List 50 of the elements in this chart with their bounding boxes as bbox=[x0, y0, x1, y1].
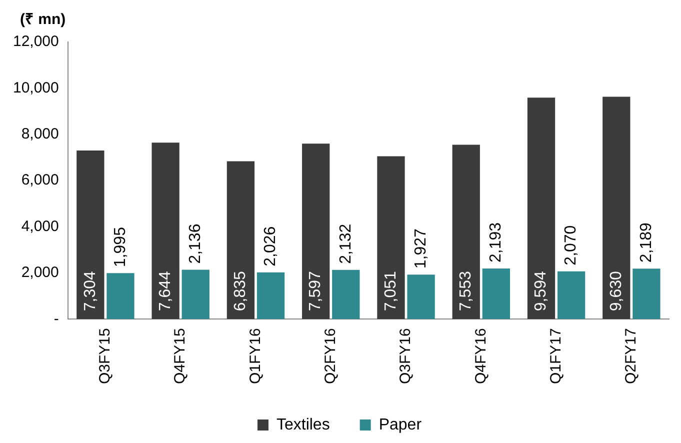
bar bbox=[256, 272, 285, 320]
data-label: 2,026 bbox=[262, 226, 280, 266]
y-tick-label: 12,000 bbox=[12, 33, 59, 50]
y-tick-label: 6,000 bbox=[21, 172, 59, 189]
data-label: 7,553 bbox=[458, 271, 475, 312]
data-label: 2,136 bbox=[187, 224, 204, 264]
x-tick-label: Q2FY17 bbox=[622, 328, 640, 384]
legend-label: Paper bbox=[378, 416, 422, 434]
bar bbox=[76, 150, 104, 320]
data-label: 7,597 bbox=[307, 271, 324, 312]
bar bbox=[377, 156, 405, 320]
bar bbox=[302, 144, 330, 320]
bar bbox=[557, 271, 586, 320]
legend-label: Textiles bbox=[276, 416, 330, 434]
bar bbox=[602, 96, 630, 320]
bar bbox=[332, 270, 360, 320]
bar bbox=[106, 273, 134, 320]
data-label: 1,927 bbox=[412, 228, 430, 269]
data-label: 9,630 bbox=[608, 271, 625, 312]
bar bbox=[182, 270, 210, 320]
bar bbox=[226, 161, 255, 320]
bar bbox=[152, 142, 180, 320]
y-tick-label: 2,000 bbox=[21, 264, 59, 282]
bar bbox=[527, 98, 556, 320]
x-tick-label: Q4FY15 bbox=[172, 328, 189, 384]
y-axis-title: (₹ mn) bbox=[20, 10, 66, 28]
data-label: 6,835 bbox=[232, 271, 250, 312]
bar bbox=[407, 274, 435, 320]
data-label: 2,070 bbox=[562, 225, 580, 266]
y-tick-label: 10,000 bbox=[12, 79, 59, 96]
bar bbox=[452, 144, 480, 320]
y-tick-label: - bbox=[54, 310, 59, 328]
bar bbox=[632, 268, 660, 320]
data-label: 2,132 bbox=[337, 224, 354, 264]
data-label: 9,594 bbox=[532, 271, 550, 312]
x-tick-label: Q4FY16 bbox=[472, 328, 490, 384]
y-tick-label: 4,000 bbox=[21, 218, 59, 235]
x-tick-label: Q1FY16 bbox=[246, 328, 264, 384]
data-label: 2,189 bbox=[638, 222, 655, 263]
data-label: 7,644 bbox=[156, 271, 174, 312]
data-label: 2,193 bbox=[488, 222, 505, 262]
x-tick-label: Q3FY16 bbox=[397, 328, 414, 384]
data-label: 7,051 bbox=[382, 271, 400, 312]
y-tick-label: 8,000 bbox=[21, 126, 59, 143]
x-tick-label: Q2FY16 bbox=[322, 328, 340, 384]
data-label: 1,995 bbox=[112, 226, 129, 268]
bar bbox=[482, 268, 510, 320]
x-tick-label: Q1FY17 bbox=[547, 328, 564, 384]
x-tick-label: Q3FY15 bbox=[96, 328, 114, 384]
data-label: 7,304 bbox=[82, 271, 99, 312]
